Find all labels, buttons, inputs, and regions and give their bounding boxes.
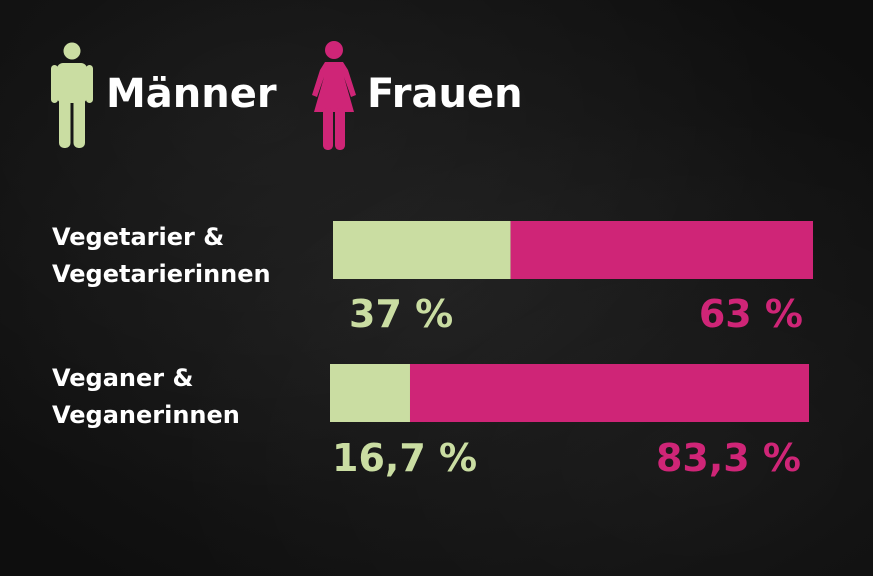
value-label-men: 37 % (349, 292, 453, 336)
value-label-men: 16,7 % (332, 436, 477, 480)
bar-segment-men (333, 221, 511, 279)
category-label: Veganer & Veganerinnen (52, 364, 240, 429)
man-icon (51, 42, 93, 148)
legend: Männer Frauen (0, 0, 873, 160)
bar-segment-men (330, 364, 410, 422)
bar-segment-women (510, 221, 813, 279)
bar-segment-women (409, 364, 809, 422)
value-label-women: 83,3 % (656, 436, 801, 480)
legend-women-label: Frauen (367, 71, 523, 117)
legend-men-label: Männer (106, 71, 277, 117)
value-label-women: 63 % (699, 292, 803, 336)
woman-icon (312, 41, 356, 150)
category-label: Vegetarier & Vegetarierinnen (52, 223, 271, 288)
